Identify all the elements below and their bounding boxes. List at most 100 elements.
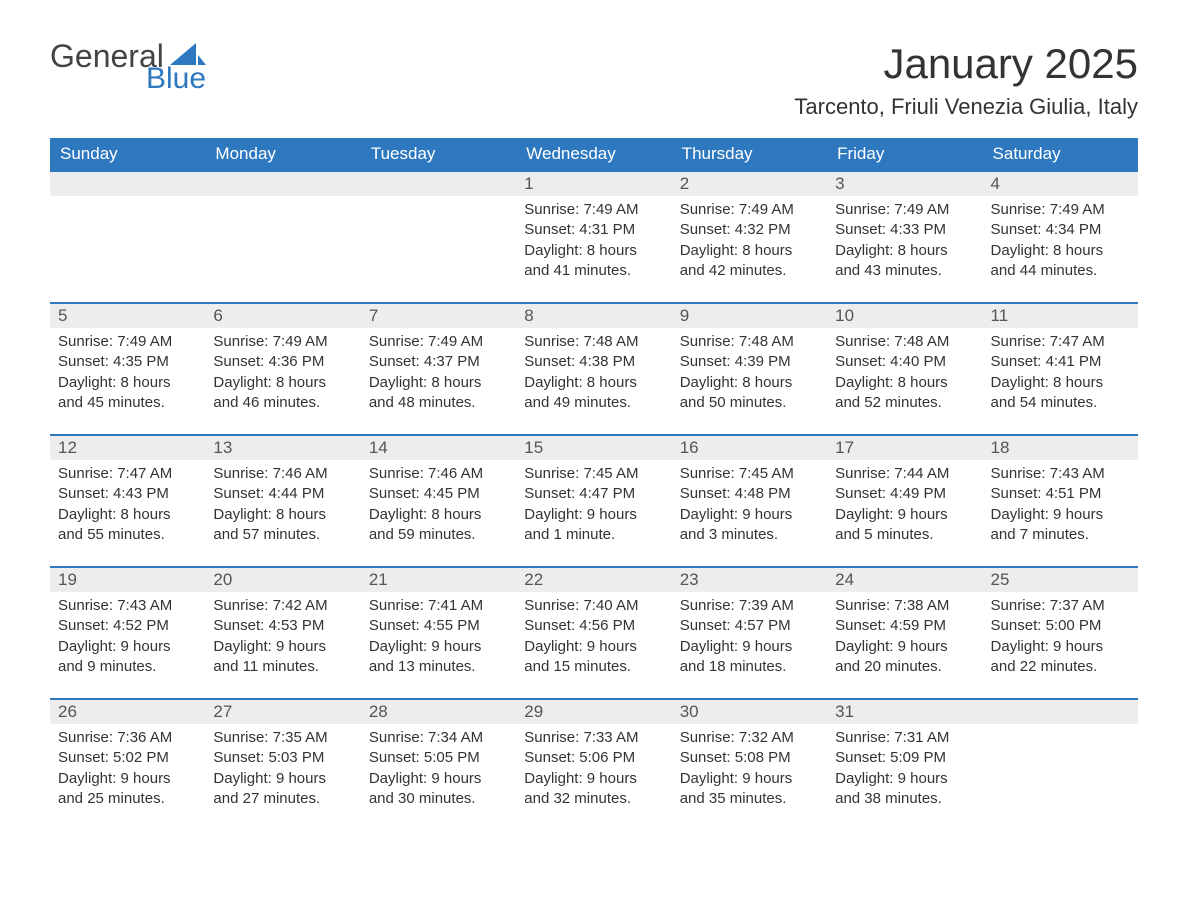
calendar-day-cell: 3Sunrise: 7:49 AMSunset: 4:33 PMDaylight…: [827, 171, 982, 303]
calendar-day-cell: 24Sunrise: 7:38 AMSunset: 4:59 PMDayligh…: [827, 567, 982, 699]
day-sunrise: Sunrise: 7:49 AM: [524, 200, 663, 220]
weekday-header: Monday: [205, 138, 360, 171]
day-dl2: and 5 minutes.: [835, 525, 974, 545]
day-dl2: and 44 minutes.: [991, 261, 1130, 281]
day-details: Sunrise: 7:40 AMSunset: 4:56 PMDaylight:…: [516, 592, 671, 685]
day-sunset: Sunset: 4:55 PM: [369, 616, 508, 636]
day-details: Sunrise: 7:49 AMSunset: 4:34 PMDaylight:…: [983, 196, 1138, 289]
day-dl2: and 55 minutes.: [58, 525, 197, 545]
day-number: 23: [672, 568, 827, 592]
day-dl1: Daylight: 9 hours: [680, 769, 819, 789]
day-sunrise: Sunrise: 7:49 AM: [680, 200, 819, 220]
day-sunset: Sunset: 4:31 PM: [524, 220, 663, 240]
day-details: Sunrise: 7:46 AMSunset: 4:44 PMDaylight:…: [205, 460, 360, 553]
calendar-table: SundayMondayTuesdayWednesdayThursdayFrid…: [50, 138, 1138, 831]
day-sunset: Sunset: 4:33 PM: [835, 220, 974, 240]
weekday-header: Tuesday: [361, 138, 516, 171]
calendar-day-cell: 30Sunrise: 7:32 AMSunset: 5:08 PMDayligh…: [672, 699, 827, 831]
day-sunset: Sunset: 4:38 PM: [524, 352, 663, 372]
day-dl1: Daylight: 9 hours: [369, 769, 508, 789]
day-sunrise: Sunrise: 7:37 AM: [991, 596, 1130, 616]
day-dl1: Daylight: 8 hours: [369, 373, 508, 393]
day-sunrise: Sunrise: 7:42 AM: [213, 596, 352, 616]
calendar-day-cell: 1Sunrise: 7:49 AMSunset: 4:31 PMDaylight…: [516, 171, 671, 303]
day-sunrise: Sunrise: 7:36 AM: [58, 728, 197, 748]
day-details: Sunrise: 7:34 AMSunset: 5:05 PMDaylight:…: [361, 724, 516, 817]
day-details: Sunrise: 7:49 AMSunset: 4:33 PMDaylight:…: [827, 196, 982, 289]
day-sunset: Sunset: 5:00 PM: [991, 616, 1130, 636]
empty-day-header: [205, 172, 360, 196]
day-sunrise: Sunrise: 7:41 AM: [369, 596, 508, 616]
day-sunrise: Sunrise: 7:49 AM: [369, 332, 508, 352]
day-details: Sunrise: 7:32 AMSunset: 5:08 PMDaylight:…: [672, 724, 827, 817]
day-dl1: Daylight: 8 hours: [680, 373, 819, 393]
day-dl1: Daylight: 8 hours: [213, 373, 352, 393]
day-number: 31: [827, 700, 982, 724]
page-header: General Blue January 2025 Tarcento, Friu…: [50, 40, 1138, 120]
day-details: Sunrise: 7:42 AMSunset: 4:53 PMDaylight:…: [205, 592, 360, 685]
day-sunrise: Sunrise: 7:48 AM: [524, 332, 663, 352]
day-details: Sunrise: 7:43 AMSunset: 4:52 PMDaylight:…: [50, 592, 205, 685]
day-sunset: Sunset: 5:06 PM: [524, 748, 663, 768]
day-details: Sunrise: 7:45 AMSunset: 4:48 PMDaylight:…: [672, 460, 827, 553]
day-dl1: Daylight: 8 hours: [835, 373, 974, 393]
empty-day-header: [361, 172, 516, 196]
day-sunset: Sunset: 4:59 PM: [835, 616, 974, 636]
day-sunrise: Sunrise: 7:49 AM: [58, 332, 197, 352]
day-sunrise: Sunrise: 7:46 AM: [369, 464, 508, 484]
day-number: 8: [516, 304, 671, 328]
day-sunrise: Sunrise: 7:32 AM: [680, 728, 819, 748]
day-number: 29: [516, 700, 671, 724]
day-sunrise: Sunrise: 7:39 AM: [680, 596, 819, 616]
day-dl1: Daylight: 9 hours: [835, 637, 974, 657]
day-details: Sunrise: 7:43 AMSunset: 4:51 PMDaylight:…: [983, 460, 1138, 553]
day-dl1: Daylight: 8 hours: [524, 373, 663, 393]
day-dl2: and 3 minutes.: [680, 525, 819, 545]
day-sunset: Sunset: 4:47 PM: [524, 484, 663, 504]
day-sunset: Sunset: 4:44 PM: [213, 484, 352, 504]
day-dl1: Daylight: 9 hours: [58, 769, 197, 789]
day-dl2: and 43 minutes.: [835, 261, 974, 281]
day-sunrise: Sunrise: 7:45 AM: [524, 464, 663, 484]
calendar-day-cell: 17Sunrise: 7:44 AMSunset: 4:49 PMDayligh…: [827, 435, 982, 567]
calendar-day-cell: 27Sunrise: 7:35 AMSunset: 5:03 PMDayligh…: [205, 699, 360, 831]
day-dl2: and 48 minutes.: [369, 393, 508, 413]
day-number: 3: [827, 172, 982, 196]
calendar-day-cell: 16Sunrise: 7:45 AMSunset: 4:48 PMDayligh…: [672, 435, 827, 567]
day-dl2: and 11 minutes.: [213, 657, 352, 677]
day-details: Sunrise: 7:38 AMSunset: 4:59 PMDaylight:…: [827, 592, 982, 685]
day-details: Sunrise: 7:49 AMSunset: 4:37 PMDaylight:…: [361, 328, 516, 421]
day-sunset: Sunset: 4:57 PM: [680, 616, 819, 636]
calendar-empty-cell: [983, 699, 1138, 831]
day-dl2: and 46 minutes.: [213, 393, 352, 413]
day-details: Sunrise: 7:39 AMSunset: 4:57 PMDaylight:…: [672, 592, 827, 685]
calendar-day-cell: 6Sunrise: 7:49 AMSunset: 4:36 PMDaylight…: [205, 303, 360, 435]
day-details: Sunrise: 7:37 AMSunset: 5:00 PMDaylight:…: [983, 592, 1138, 685]
day-sunrise: Sunrise: 7:33 AM: [524, 728, 663, 748]
day-dl2: and 54 minutes.: [991, 393, 1130, 413]
day-number: 6: [205, 304, 360, 328]
calendar-day-cell: 8 Sunrise: 7:48 AMSunset: 4:38 PMDaylight…: [516, 303, 671, 435]
calendar-day-cell: 22Sunrise: 7:40 AMSunset: 4:56 PMDayligh…: [516, 567, 671, 699]
day-sunset: Sunset: 4:45 PM: [369, 484, 508, 504]
day-dl1: Daylight: 9 hours: [213, 769, 352, 789]
day-sunset: Sunset: 4:51 PM: [991, 484, 1130, 504]
day-dl1: Daylight: 9 hours: [213, 637, 352, 657]
day-sunrise: Sunrise: 7:43 AM: [991, 464, 1130, 484]
weekday-header: Thursday: [672, 138, 827, 171]
logo-text-blue: Blue: [146, 64, 206, 94]
day-dl1: Daylight: 9 hours: [524, 637, 663, 657]
day-sunset: Sunset: 4:56 PM: [524, 616, 663, 636]
day-dl2: and 20 minutes.: [835, 657, 974, 677]
day-sunset: Sunset: 5:08 PM: [680, 748, 819, 768]
day-details: Sunrise: 7:46 AMSunset: 4:45 PMDaylight:…: [361, 460, 516, 553]
weekday-header: Friday: [827, 138, 982, 171]
day-dl1: Daylight: 9 hours: [991, 637, 1130, 657]
day-sunrise: Sunrise: 7:44 AM: [835, 464, 974, 484]
day-sunset: Sunset: 4:41 PM: [991, 352, 1130, 372]
calendar-day-cell: 2Sunrise: 7:49 AMSunset: 4:32 PMDaylight…: [672, 171, 827, 303]
day-number: 30: [672, 700, 827, 724]
day-dl2: and 50 minutes.: [680, 393, 819, 413]
day-dl1: Daylight: 8 hours: [680, 241, 819, 261]
calendar-day-cell: 18Sunrise: 7:43 AMSunset: 4:51 PMDayligh…: [983, 435, 1138, 567]
